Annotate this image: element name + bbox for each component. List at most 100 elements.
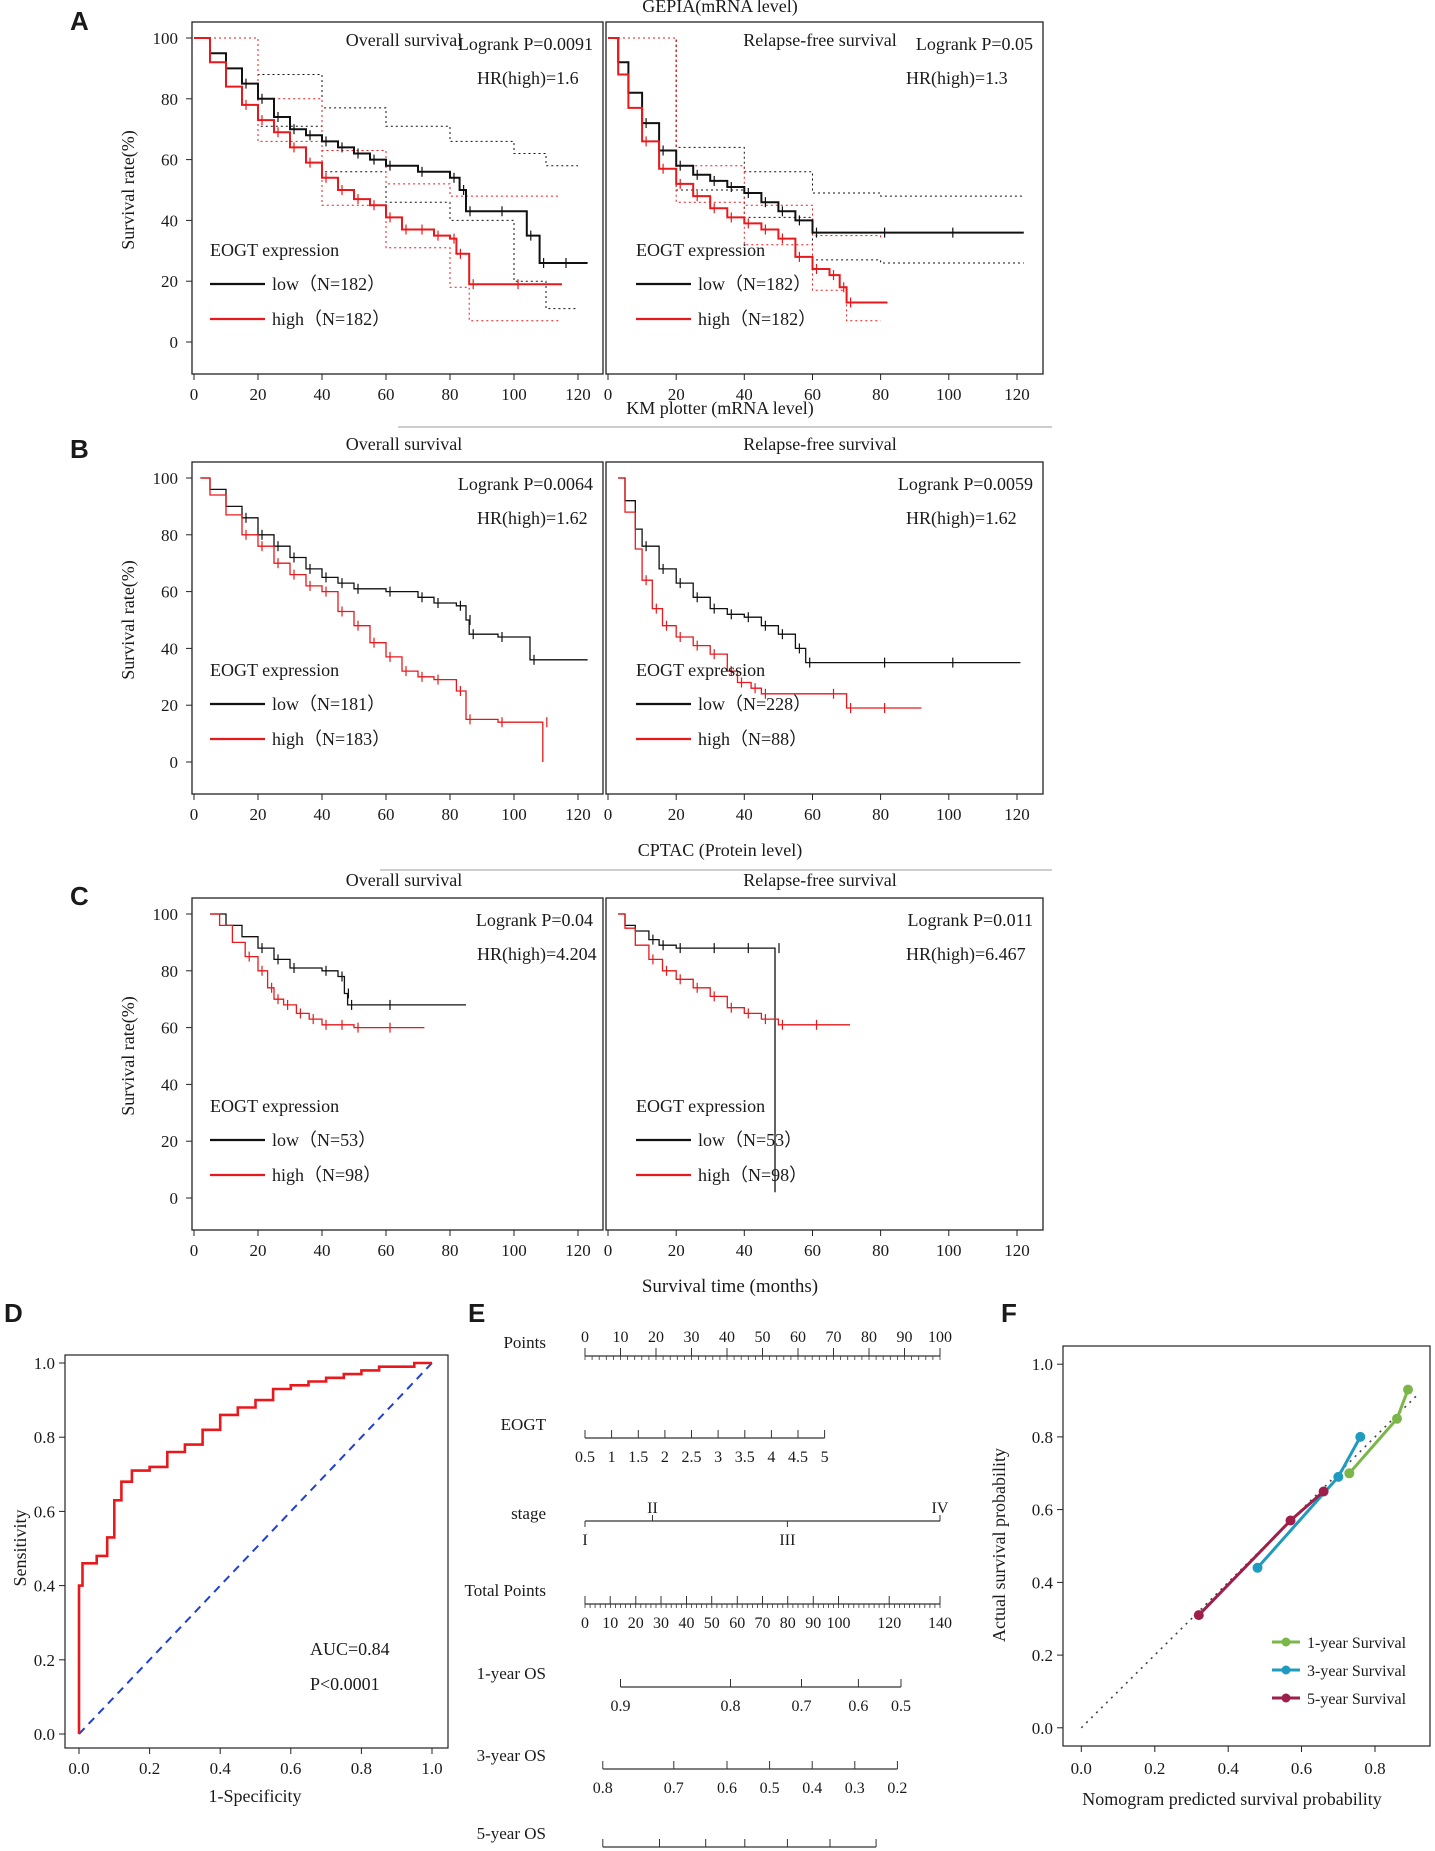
panel-letter-c: C — [70, 881, 89, 911]
km-xtick-label: 40 — [314, 805, 331, 824]
nomogram-tick-label: 0.5 — [760, 1780, 780, 1797]
nomogram-tick-label: 1 — [608, 1449, 616, 1466]
km-ytick-label: 60 — [161, 1019, 178, 1038]
km-xtick-label: 20 — [668, 385, 685, 404]
km-high-curve — [200, 477, 544, 762]
panel-letter-b: B — [70, 434, 89, 464]
nomogram-tick-label: 0.4 — [802, 1780, 822, 1797]
km-xtick-label: 20 — [250, 385, 267, 404]
nomogram-row-6: 5-year OS0.70.60.50.40.30.20.1 — [477, 1824, 877, 1848]
calibration-xtick-label: 0.0 — [1071, 1759, 1092, 1778]
calibration-ytick-label: 0.0 — [1032, 1719, 1053, 1738]
nomogram-tick-label: 20 — [628, 1615, 644, 1632]
km-xtick-label: 40 — [314, 1241, 331, 1260]
km-xtick-label: 60 — [804, 385, 821, 404]
km-ytick-label: 0 — [170, 753, 179, 772]
km-xtick-label: 80 — [442, 385, 459, 404]
km-xtick-label: 40 — [314, 385, 331, 404]
calibration-series-line — [1256, 1436, 1362, 1569]
nomogram-tick-label: 40 — [679, 1615, 695, 1632]
km-logrank-text: Logrank P=0.0091 — [458, 34, 593, 54]
km-panel-A-rfs: 0 20 40 60 80 100 120 Relapse-free survival Logr… — [604, 21, 1044, 404]
km-xtick-label: 40 — [736, 1241, 753, 1260]
km-xtick-label: 0 — [190, 805, 199, 824]
km-xtick-label: 120 — [565, 1241, 591, 1260]
km-legend-high-label: high（N=182） — [698, 309, 816, 329]
calibration-legend-label: 5-year Survival — [1307, 1691, 1407, 1708]
roc-ytick-label: 1.0 — [34, 1354, 55, 1373]
km-xtick-label: 0 — [604, 805, 613, 824]
km-hr-text: HR(high)=1.62 — [906, 508, 1017, 529]
km-title: Relapse-free survival — [743, 870, 896, 890]
km-hr-text: HR(high)=1.62 — [477, 508, 588, 529]
km-legend-high-label: high（N=182） — [272, 309, 390, 329]
km-panel-B-rfs: 0 20 40 60 80 100 120 Relapse-free survivalLogr… — [604, 434, 1044, 824]
nomogram-row-label: EOGT — [501, 1415, 547, 1434]
km-legend-title: EOGT expression — [636, 660, 765, 680]
calibration-point — [1252, 1562, 1263, 1573]
km-ytick-label: 100 — [153, 469, 179, 488]
calibration-legend-dot — [1281, 1637, 1291, 1647]
km-logrank-text: Logrank P=0.05 — [916, 34, 1033, 54]
km-high-ci-line — [608, 37, 881, 322]
km-low-ci-line — [608, 37, 1024, 264]
km-xtick-label: 60 — [804, 805, 821, 824]
nomogram-row-label: 5-year OS — [477, 1824, 546, 1843]
km-ytick-label: 60 — [161, 151, 178, 170]
km-title: Relapse-free survival — [743, 30, 896, 50]
km-xtick-label: 80 — [442, 805, 459, 824]
km-title: Overall survival — [346, 30, 462, 50]
panel-letter-a: A — [70, 6, 89, 36]
km-ytick-label: 80 — [161, 526, 178, 545]
calibration-point — [1193, 1610, 1204, 1621]
nomogram-tick-label: 0.6 — [848, 1698, 868, 1715]
calibration-point — [1344, 1468, 1355, 1479]
nomogram-tick-label: 0 — [581, 1329, 589, 1346]
roc-ytick-label: 0.0 — [34, 1725, 55, 1744]
nomogram-tick-label: 4.5 — [788, 1449, 808, 1466]
km-ytick-label: 20 — [161, 1132, 178, 1151]
nomogram-row-5: 3-year OS 0.8 0.7 0.6 0.5 0.4 0.3 0.2 — [477, 1746, 908, 1797]
km-frame — [605, 461, 1044, 795]
km-xtick-label: 100 — [936, 1241, 962, 1260]
roc-frame — [64, 1354, 449, 1749]
km-hr-text: HR(high)=1.6 — [477, 68, 579, 89]
calibration-point — [1333, 1471, 1344, 1482]
nomogram-row-1: EOGT 0.5 1 1.5 2 2.5 3 3.5 4 4.5 5 — [501, 1415, 829, 1466]
km-xtick-label: 20 — [668, 805, 685, 824]
nomogram-tick-label: III — [779, 1532, 795, 1549]
km-frame — [191, 21, 604, 375]
nomogram-tick-label: 70 — [826, 1329, 842, 1346]
roc-xtick-label: 0.2 — [139, 1759, 160, 1778]
km-high-ci-line — [194, 37, 559, 197]
nomogram-row-3: Total Points 0 10 20 30 40 50 60 70 80 90 100 120 140 — [465, 1581, 952, 1632]
km-xtick-label: 0 — [190, 385, 199, 404]
nomogram-row-0: Points 0 10 20 30 40 50 60 70 80 90 100 — [503, 1329, 952, 1360]
km-ytick-label: 20 — [161, 696, 178, 715]
roc-auc-text: AUC=0.84 — [310, 1639, 390, 1659]
nomogram-tick-label: 90 — [805, 1615, 821, 1632]
km-ytick-label: 20 — [161, 272, 178, 291]
nomogram-tick-label: 0.5 — [891, 1698, 911, 1715]
km-low-curve — [200, 477, 588, 661]
km-legend-low-label: low（N=53） — [698, 1130, 802, 1150]
section-title-gepia: GEPIA(mRNA level) — [642, 0, 797, 17]
km-xtick-label: 0 — [604, 385, 613, 404]
km-y-axis-label: Survival rate(%) — [118, 996, 139, 1115]
km-panel-B-os: 0 20 40 60 80 100 120 0 20 40 60 80 100 Survival rate… — [118, 434, 604, 824]
km-xtick-label: 0 — [190, 1241, 199, 1260]
calibration-legend-dot — [1281, 1665, 1291, 1675]
roc-y-axis-label: Sensitivity — [10, 1509, 30, 1586]
calibration-point — [1285, 1515, 1296, 1526]
km-panel-A-os: 0 20 40 60 80 100 120 0 20 40 60 80 100 Survival rate… — [118, 21, 604, 404]
km-logrank-text: Logrank P=0.0064 — [458, 474, 593, 494]
km-low-curve — [194, 37, 588, 264]
km-ytick-label: 40 — [161, 211, 178, 230]
nomogram-tick-label: 0.5 — [575, 1449, 595, 1466]
km-xtick-label: 120 — [1004, 385, 1030, 404]
calibration-chart: 0.0 0.2 0.4 0.6 0.8 0.0 0.2 0.4 0.6 0.8 1.0 1-year … — [989, 1345, 1431, 1809]
calibration-point — [1403, 1384, 1413, 1395]
roc-x-axis-label: 1-Specificity — [209, 1786, 302, 1806]
